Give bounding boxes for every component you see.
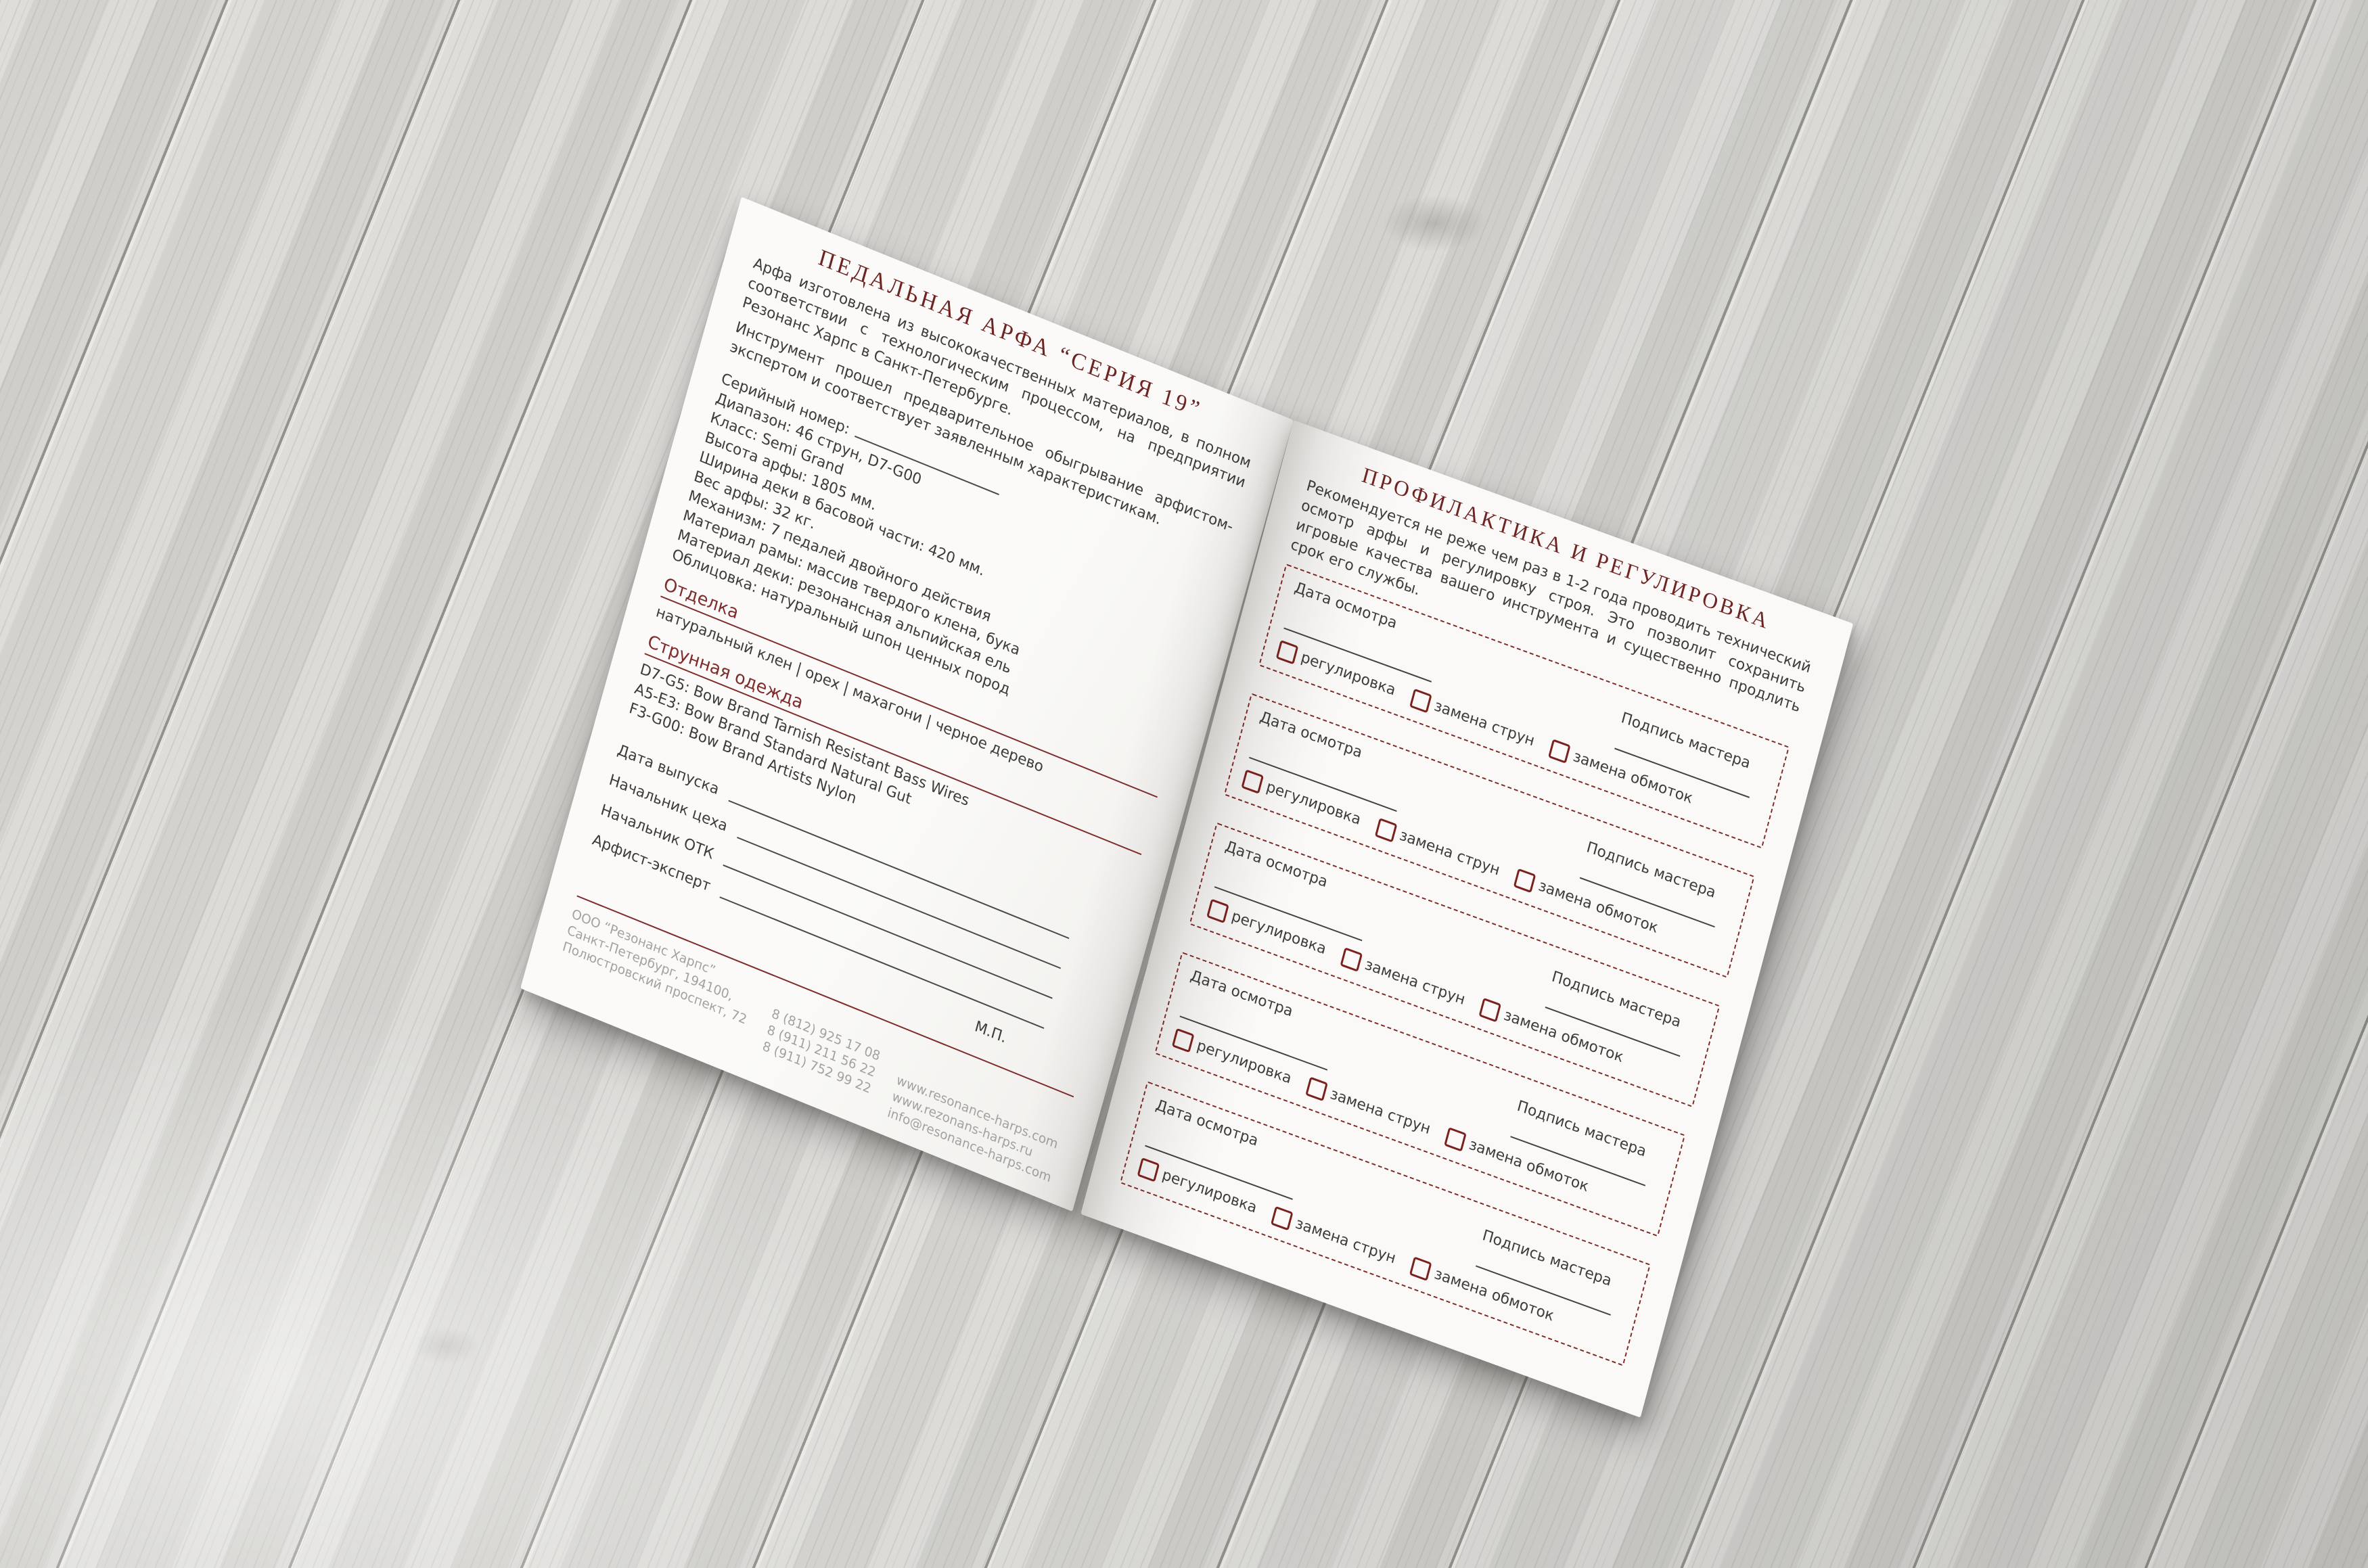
adjustment-checkbox [1241,769,1265,794]
winding-replacement-checkbox [1548,739,1571,764]
winding-replacement-checkbox [1444,1127,1467,1152]
adjustment-checkbox [1171,1028,1195,1053]
adjustment-checkbox [1137,1157,1160,1182]
winding-replacement-checkbox [1409,1256,1432,1282]
winding-replacement-checkbox [1513,868,1536,894]
adjustment-checkbox [1206,898,1229,924]
string-replacement-checkbox [1270,1205,1294,1231]
string-replacement-checkbox [1304,1076,1328,1102]
string-replacement-checkbox [1340,947,1363,972]
adjustment-checkbox [1275,639,1299,665]
winding-replacement-checkbox [1478,997,1502,1023]
string-replacement-checkbox [1409,688,1432,714]
string-replacement-checkbox [1374,817,1398,843]
